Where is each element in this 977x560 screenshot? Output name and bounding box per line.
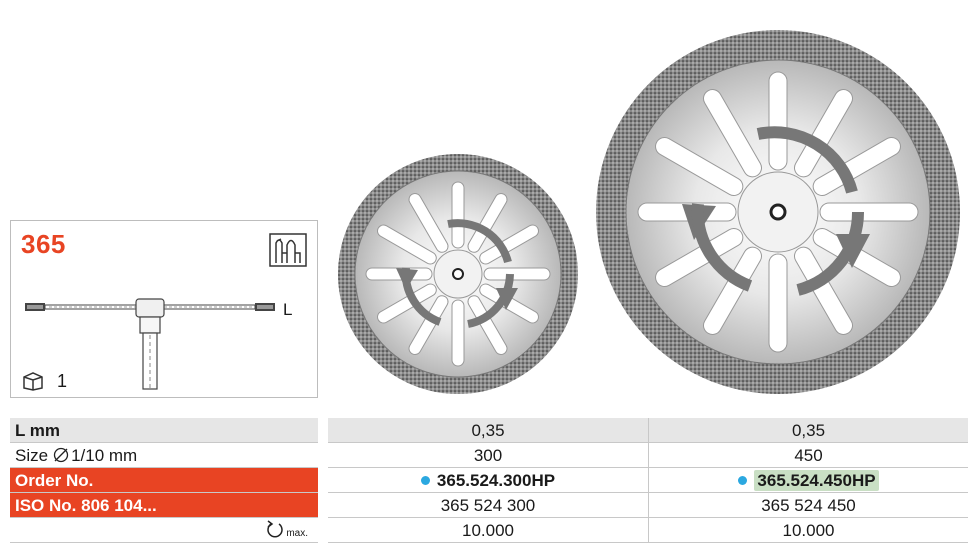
table-row-l-mm: L mm 0,35 0,35 xyxy=(10,418,968,443)
product-info-box: 365 L 1 xyxy=(10,220,318,398)
diameter-icon xyxy=(53,447,69,463)
table-row-order-no: Order No. 365.524.300HP 365.524.450HP xyxy=(10,468,968,493)
table-row-max-speed: max. 10.000 10.000 xyxy=(10,518,968,543)
l-mm-value-450: 0,35 xyxy=(648,418,968,443)
row-label-max-speed: max. xyxy=(10,518,318,543)
size-value-300: 300 xyxy=(328,443,648,468)
mandrel-disc-diagram xyxy=(25,298,275,390)
pack-count: 1 xyxy=(57,371,68,391)
row-label: ISO No. 806 104... xyxy=(10,493,318,518)
row-label-size: Size 1/10 mm xyxy=(10,443,318,468)
order-no-cell-300: 365.524.300HP xyxy=(328,468,648,493)
order-dot-icon xyxy=(420,475,430,485)
table-row-size: Size 1/10 mm 300 450 xyxy=(10,443,968,468)
iso-value-450: 365 524 450 xyxy=(648,493,968,518)
order-no-cell-450: 365.524.450HP xyxy=(648,468,968,493)
max-speed-value-450: 10.000 xyxy=(648,518,968,543)
order-number-450[interactable]: 365.524.450HP xyxy=(754,469,879,491)
pack-icon xyxy=(23,372,43,391)
rotation-speed-icon xyxy=(267,520,284,538)
product-number: 365 xyxy=(21,229,66,259)
table-row-iso-no: ISO No. 806 104... 365 524 300 365 524 4… xyxy=(10,493,968,518)
row-label: L mm xyxy=(10,418,318,443)
iso-value-300: 365 524 300 xyxy=(328,493,648,518)
row-label: Order No. xyxy=(10,468,318,493)
instrument-type-icon xyxy=(269,233,307,267)
order-number-300[interactable]: 365.524.300HP xyxy=(436,470,556,490)
length-label: L xyxy=(283,300,293,319)
order-dot-icon xyxy=(738,475,748,485)
product-table: L mm 0,35 0,35 Size 1/10 mm 300 450 Orde… xyxy=(10,418,968,543)
disc-image-large xyxy=(596,30,960,394)
max-speed-value-300: 10.000 xyxy=(328,518,648,543)
size-value-450: 450 xyxy=(648,443,968,468)
l-mm-value-300: 0,35 xyxy=(328,418,648,443)
disc-image-small xyxy=(338,154,578,394)
